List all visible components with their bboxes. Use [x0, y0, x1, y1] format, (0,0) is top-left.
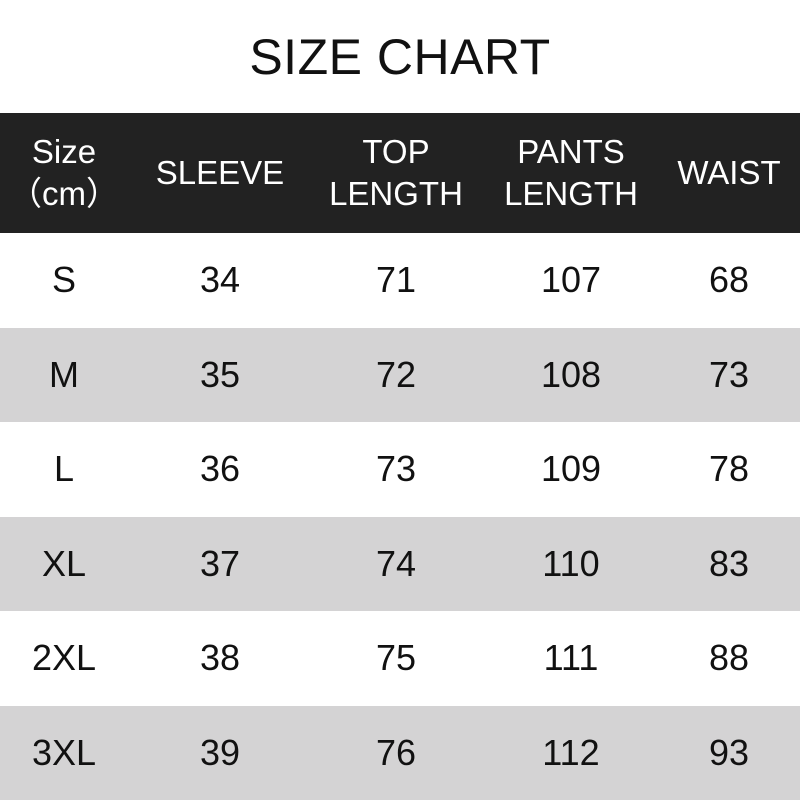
cell-pants-length: 107	[540, 259, 602, 301]
column-header-top-length: TOP LENGTH	[311, 113, 481, 233]
column-header-text: PANTS	[517, 133, 625, 170]
cell-size: 2XL	[31, 637, 97, 679]
column-header-text: TOP	[362, 133, 430, 170]
column-header-text: WAIST	[677, 154, 781, 191]
cell-size: XL	[41, 542, 87, 584]
cell-waist: 88	[708, 637, 750, 679]
cell-top-length: 72	[375, 353, 417, 395]
cell-size: L	[53, 448, 75, 490]
cell-size: 3XL	[31, 731, 97, 773]
table-row: M 35 72 108 73	[0, 327, 800, 422]
column-header-text: （cm）	[9, 175, 119, 212]
cell-pants-length: 112	[542, 731, 600, 773]
cell-waist: 68	[708, 259, 750, 301]
column-header-pants-length: PANTS LENGTH	[486, 113, 656, 233]
cell-waist: 73	[708, 353, 750, 395]
cell-sleeve: 39	[199, 731, 241, 773]
cell-pants-length: 110	[542, 542, 600, 584]
table-row: S 34 71 107 68	[0, 233, 800, 328]
cell-pants-length: 109	[540, 448, 602, 490]
table-row: 3XL 39 76 112 93	[0, 705, 800, 800]
column-header-size: Size （cm）	[0, 113, 149, 233]
cell-top-length: 76	[375, 731, 417, 773]
column-header-waist: WAIST	[644, 113, 800, 233]
cell-waist: 93	[708, 731, 750, 773]
cell-sleeve: 38	[199, 637, 241, 679]
cell-top-length: 74	[375, 542, 417, 584]
column-header-sleeve: SLEEVE	[135, 113, 305, 233]
cell-sleeve: 37	[199, 542, 241, 584]
column-header-text: LENGTH	[329, 175, 463, 212]
column-header-text: Size	[31, 133, 97, 170]
cell-sleeve: 34	[199, 259, 241, 301]
page-title: SIZE CHART	[249, 28, 551, 85]
table-row: 2XL 38 75 111 88	[0, 611, 800, 706]
cell-top-length: 73	[375, 448, 417, 490]
cell-sleeve: 36	[199, 448, 241, 490]
table-row: XL 37 74 110 83	[0, 516, 800, 611]
cell-sleeve: 35	[199, 353, 241, 395]
cell-top-length: 71	[375, 259, 417, 301]
cell-pants-length: 108	[540, 353, 602, 395]
table-header: Size （cm） SLEEVE TOP LENGTH PANTS LENGTH WAIST	[0, 113, 800, 233]
cell-pants-length: 111	[543, 637, 599, 679]
cell-size: M	[49, 353, 79, 395]
cell-top-length: 75	[375, 637, 417, 679]
cell-waist: 78	[708, 448, 750, 490]
cell-size: S	[51, 259, 76, 301]
cell-waist: 83	[708, 542, 750, 584]
table-row: L 36 73 109 78	[0, 422, 800, 517]
column-header-text: SLEEVE	[155, 154, 285, 191]
column-header-text: LENGTH	[504, 175, 638, 212]
